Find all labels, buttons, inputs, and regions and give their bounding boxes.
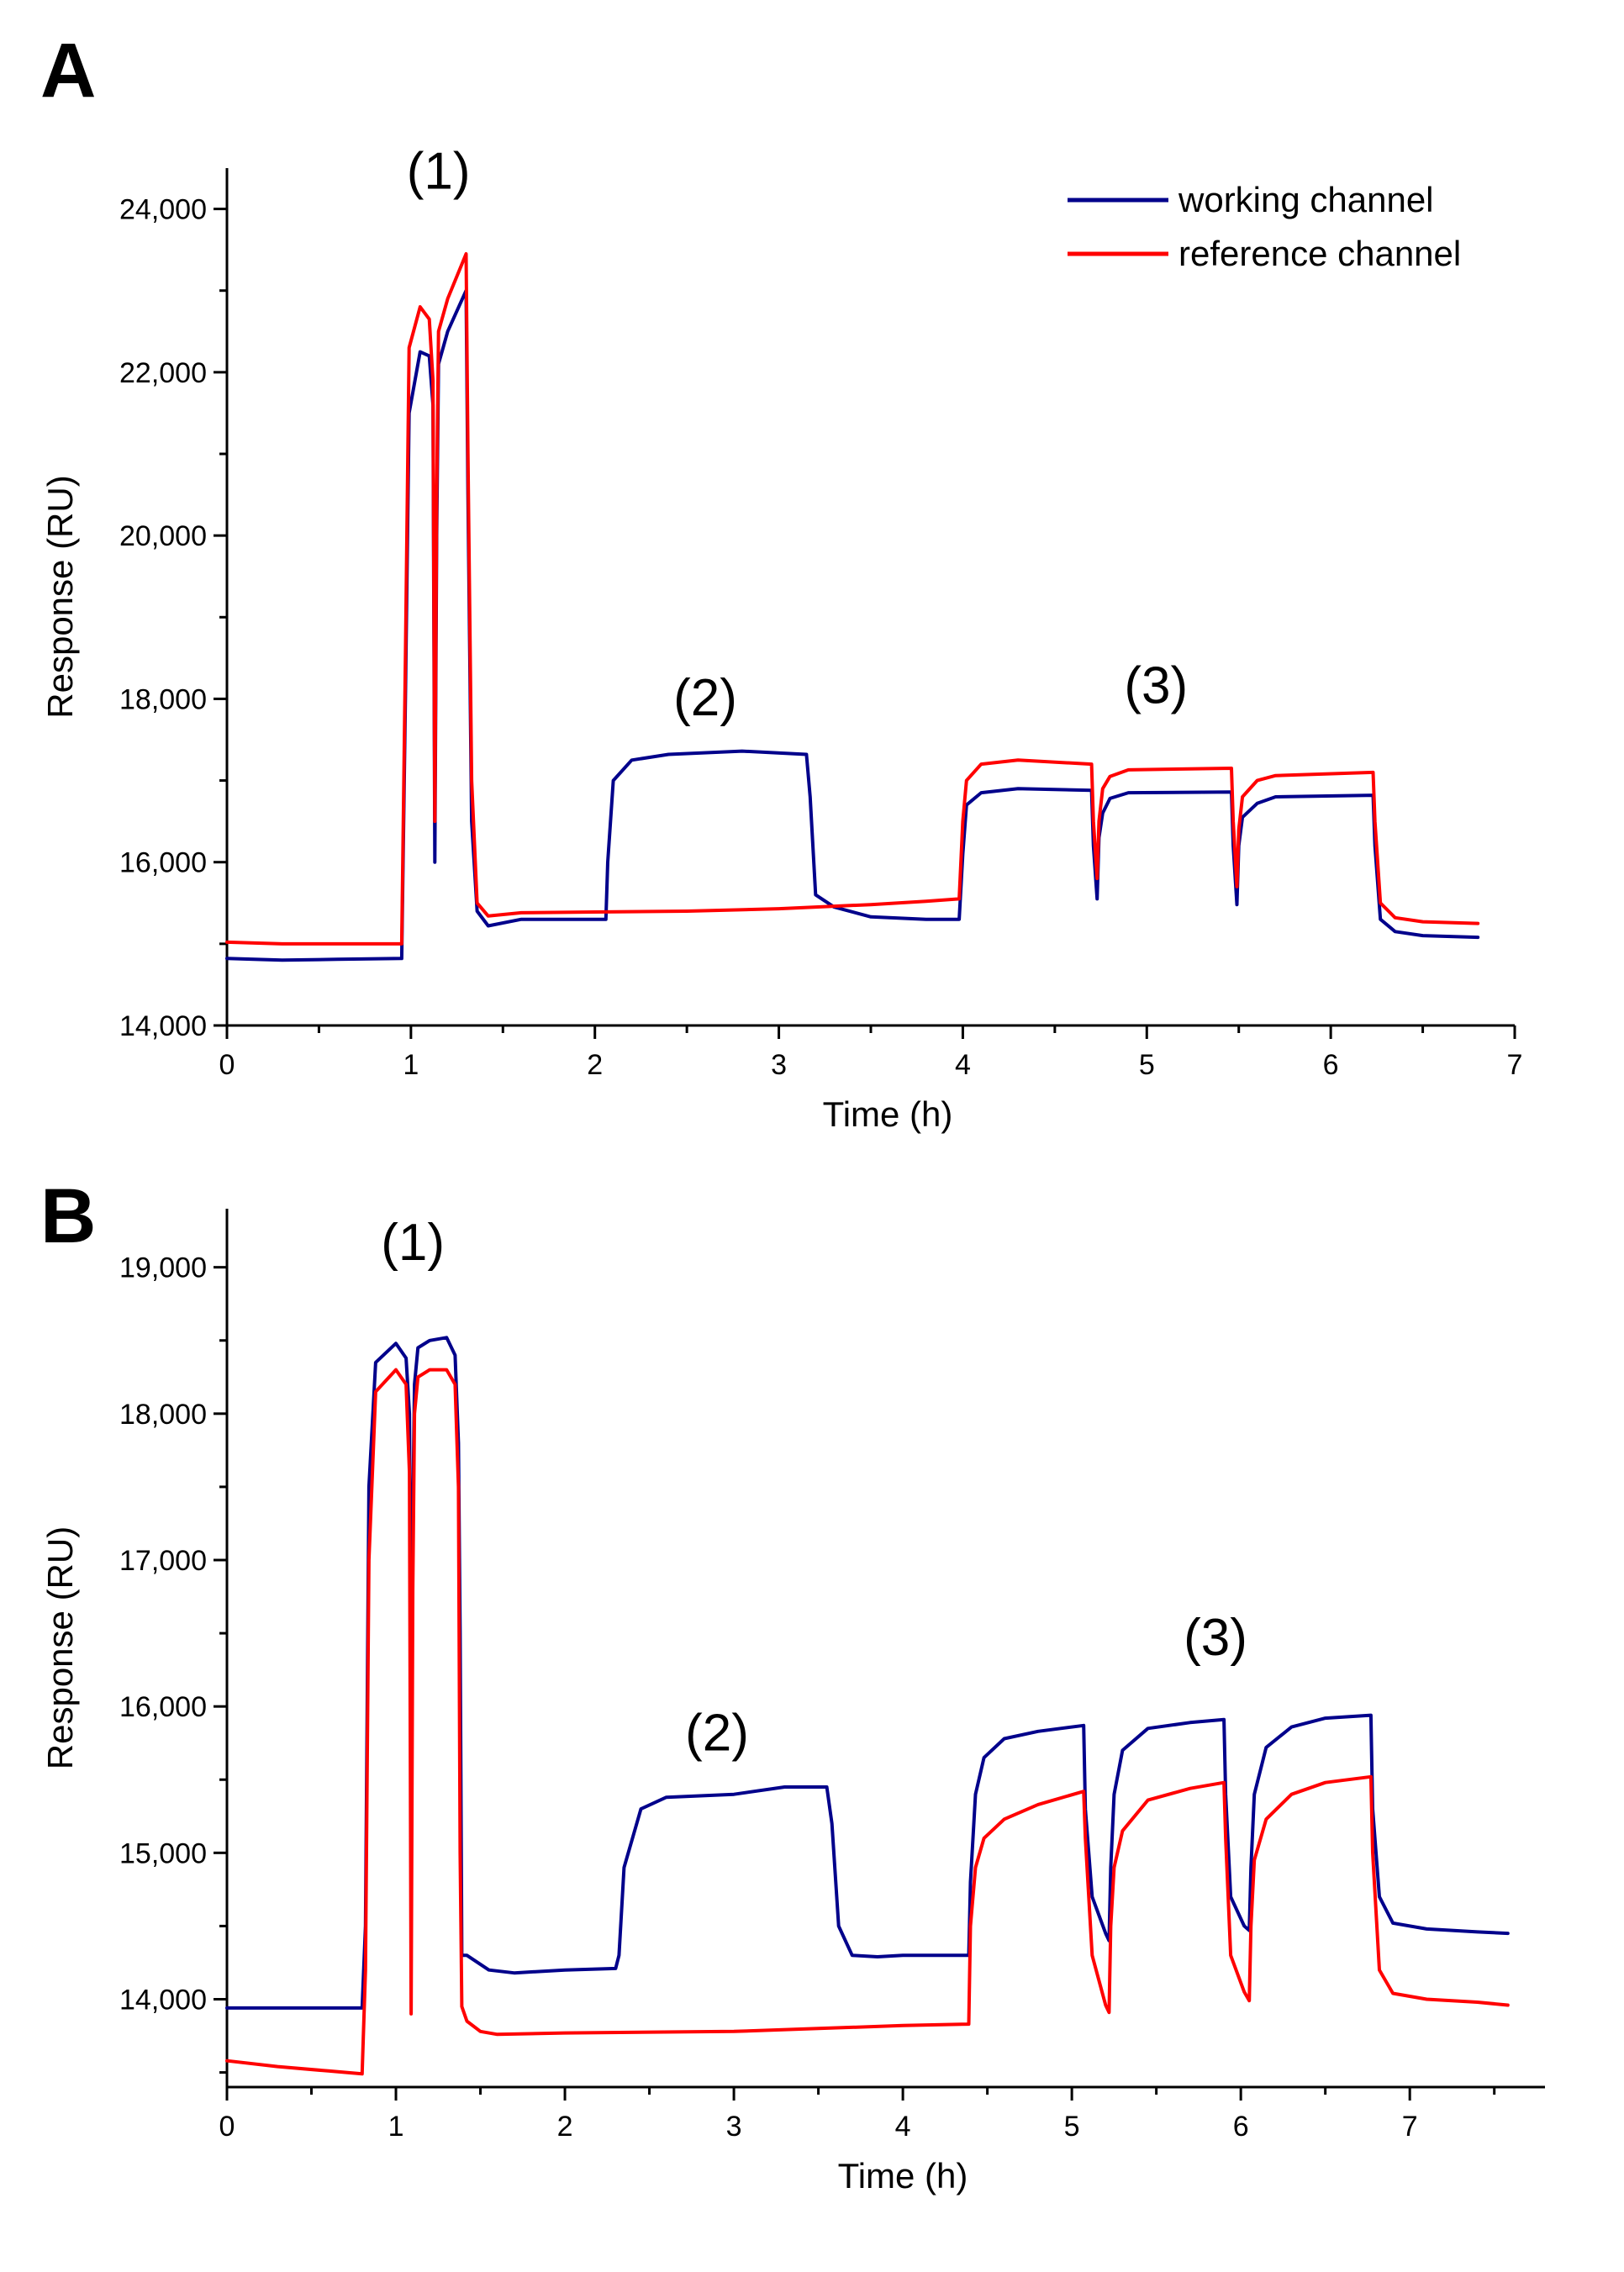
x-tick-label-a: 1 xyxy=(403,1049,419,1081)
x-tick-label-a: 7 xyxy=(1507,1049,1523,1081)
panel-letter-a: A xyxy=(40,28,96,113)
series-line-reference-channel-a xyxy=(225,252,1480,946)
x-tick-label-a: 4 xyxy=(955,1049,971,1081)
x-tick-label-b: 0 xyxy=(219,2111,235,2143)
x-tick-label-a: 3 xyxy=(771,1049,787,1081)
y-tick-label-a: 14,000 xyxy=(119,1010,207,1042)
y-tick-label-a: 22,000 xyxy=(119,357,207,389)
x-tick-label-b: 7 xyxy=(1402,2111,1418,2143)
x-tick-label-b: 2 xyxy=(557,2111,573,2143)
y-tick-label-b: 17,000 xyxy=(119,1545,207,1577)
x-tick-label-b: 6 xyxy=(1233,2111,1249,2143)
series-line-working-channel-b xyxy=(225,1336,1510,2010)
annotation-label-b: (2) xyxy=(685,1704,749,1762)
y-tick-label-b: 14,000 xyxy=(119,1985,207,2016)
series-line-working-channel-a xyxy=(225,288,1480,962)
y-tick-label-a: 20,000 xyxy=(119,520,207,552)
y-tick-label-b: 16,000 xyxy=(119,1691,207,1723)
panel-letter-b: B xyxy=(40,1173,96,1259)
annotation-label-b: (3) xyxy=(1184,1609,1247,1667)
legend-label-working-channel: working channel xyxy=(1178,180,1434,219)
legend-label-reference-channel: reference channel xyxy=(1178,234,1461,273)
x-tick-label-b: 1 xyxy=(388,2111,404,2143)
x-tick-label-a: 0 xyxy=(219,1049,235,1081)
y-tick-label-b: 18,000 xyxy=(119,1399,207,1431)
annotation-label-a: (1) xyxy=(407,142,471,200)
x-tick-label-b: 4 xyxy=(895,2111,911,2143)
chart-a: 0 1 2 3 4 5 6 7 14,000 16,000 18,000 20,000 22,000 24… xyxy=(40,142,1522,1134)
x-tick-label-b: 5 xyxy=(1064,2111,1080,2143)
y-tick-label-a: 18,000 xyxy=(119,683,207,715)
x-axis-title-b: Time (h) xyxy=(838,2156,968,2196)
y-tick-label-b: 15,000 xyxy=(119,1837,207,1869)
y-axis-title-b: Response (RU) xyxy=(40,1526,80,1769)
annotation-label-a: (3) xyxy=(1124,656,1188,714)
y-axis-title-a: Response (RU) xyxy=(40,475,80,718)
x-tick-label-b: 3 xyxy=(726,2111,742,2143)
x-tick-label-a: 6 xyxy=(1323,1049,1339,1081)
series-line-reference-channel-b xyxy=(225,1368,1510,2076)
x-tick-label-a: 5 xyxy=(1139,1049,1155,1081)
x-axis-title-a: Time (h) xyxy=(823,1094,953,1134)
annotation-label-a: (2) xyxy=(673,669,737,727)
y-tick-label-a: 24,000 xyxy=(119,194,207,226)
chart-b: 0 1 2 3 4 5 6 7 14,000 15,000 16,000 17,000 18,000 19… xyxy=(40,1209,1545,2196)
y-tick-label-b: 19,000 xyxy=(119,1252,207,1284)
y-tick-label-a: 16,000 xyxy=(119,847,207,879)
x-tick-label-a: 2 xyxy=(587,1049,603,1081)
annotation-label-b: (1) xyxy=(381,1214,445,1272)
